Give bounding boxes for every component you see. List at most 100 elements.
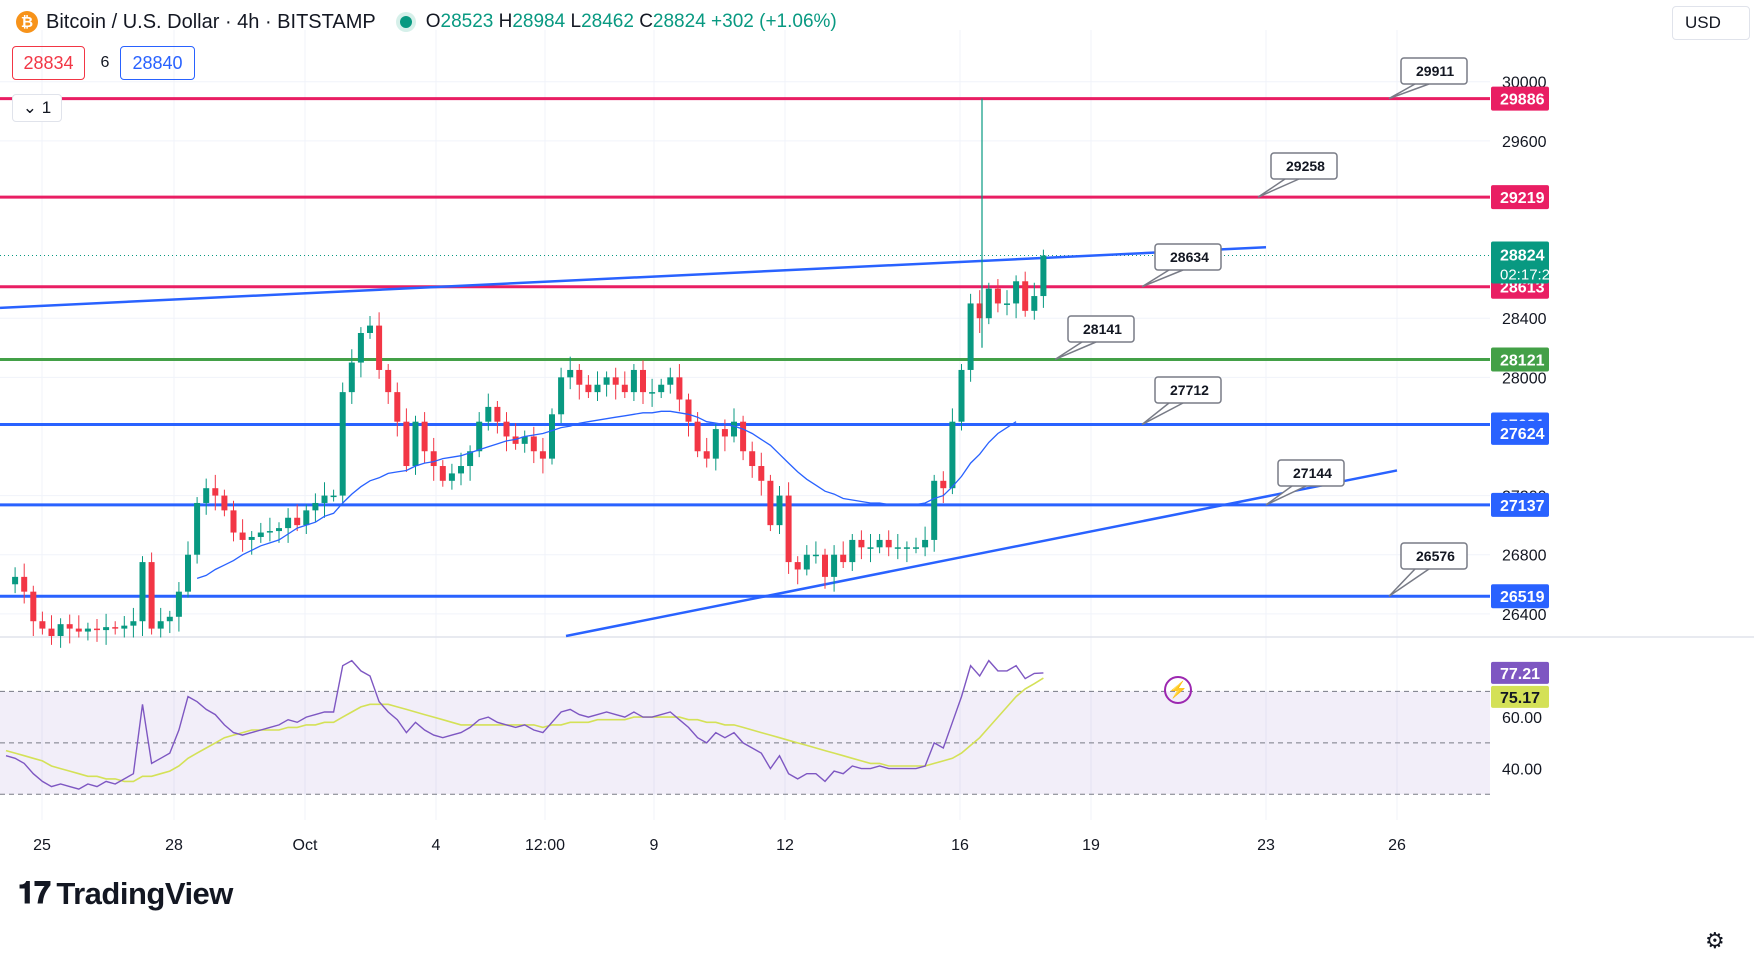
candle-body — [330, 495, 337, 498]
candle-body — [822, 554, 828, 577]
candle-body — [266, 531, 273, 533]
ohlc-values: O28523 H28984 L28462 C28824 +302 (+1.06%… — [425, 11, 837, 32]
candle-body — [448, 473, 455, 481]
lightning-icon[interactable]: ⚡ — [1164, 676, 1192, 704]
level-price-label: 26519 — [1500, 589, 1545, 606]
candle-body — [949, 421, 956, 489]
candle-body — [894, 547, 901, 549]
candle-body — [794, 562, 801, 570]
candle-body — [558, 377, 565, 415]
candle-body — [721, 429, 728, 437]
candle-body — [703, 451, 710, 459]
candle-body — [166, 616, 173, 622]
callout-pointer — [1265, 485, 1307, 506]
candle-body — [112, 627, 119, 629]
candle-body — [139, 562, 146, 622]
candle-body — [230, 510, 237, 533]
candle-body — [840, 554, 847, 563]
current-price-label: 28824 — [1500, 248, 1545, 265]
moving-average-line — [196, 410, 1017, 580]
level-price-label-bg — [1491, 347, 1549, 372]
bar-countdown-label: 02:17:25 — [1500, 267, 1558, 284]
candle-body — [967, 303, 974, 370]
currency-selector[interactable]: USD — [1672, 6, 1750, 40]
x-tick-label: 12 — [776, 837, 794, 854]
candle-body — [858, 539, 865, 548]
candle-body — [731, 421, 737, 437]
callout-pointer — [1141, 269, 1184, 288]
candle-body — [567, 369, 574, 378]
x-tick-label: 9 — [650, 837, 659, 854]
level-price-label: 28613 — [1500, 280, 1545, 297]
settings-icon[interactable]: ⚙ — [1705, 928, 1725, 953]
callout-box — [1154, 243, 1222, 271]
sell-price-button[interactable]: 28834 — [12, 46, 85, 80]
candle-body — [84, 628, 91, 632]
y-tick-label: 29600 — [1502, 134, 1547, 151]
candle-body — [39, 621, 46, 629]
level-price-label: 29219 — [1500, 190, 1545, 207]
buy-price-button[interactable]: 28840 — [120, 46, 195, 80]
callout-label: 27144 — [1293, 465, 1332, 481]
candle-body — [476, 421, 483, 452]
bitcoin-icon: ₿ — [16, 11, 38, 33]
candle-body — [585, 384, 592, 393]
candle-body — [376, 325, 383, 370]
candle-body — [521, 436, 528, 444]
candle-body — [339, 392, 346, 496]
candle-body — [75, 628, 82, 632]
callout-label: 29911 — [1416, 63, 1454, 79]
candle-body — [412, 421, 419, 467]
candle-body — [248, 536, 255, 540]
candle-body — [603, 377, 610, 385]
y-tick-label: 28400 — [1502, 311, 1547, 328]
callout-pointer — [1388, 568, 1430, 597]
rsi-ma-value-label: 75.17 — [1500, 690, 1540, 707]
candle-body — [985, 288, 992, 319]
level-price-label-bg — [1491, 584, 1549, 609]
callout-label: 28141 — [1083, 321, 1122, 337]
candle-body — [749, 451, 756, 467]
candle-body — [194, 502, 201, 555]
candle-body — [922, 539, 929, 548]
candle-body — [940, 480, 947, 489]
candle-body — [867, 547, 874, 549]
candle-body — [30, 591, 37, 622]
callout-label: 27712 — [1170, 382, 1209, 398]
candle-body — [767, 480, 774, 526]
candle-body — [394, 392, 401, 422]
candle-body — [649, 392, 656, 394]
rsi-tick-label: 40.00 — [1502, 762, 1542, 779]
level-price-label-bg — [1491, 86, 1549, 111]
candle-body — [458, 466, 464, 474]
candle-body — [876, 539, 883, 548]
candle-body — [276, 528, 282, 532]
tradingview-mark-icon: 𝟏𝟕 — [18, 877, 51, 910]
candle-body — [285, 517, 292, 529]
spread-value: 6 — [100, 54, 110, 71]
callout-box — [1270, 152, 1338, 180]
rsi-value-label: 77.21 — [1500, 666, 1540, 683]
candle-body — [175, 591, 182, 617]
candle-body — [494, 406, 501, 422]
candle-body — [357, 333, 364, 363]
callout-label: 28634 — [1170, 249, 1209, 265]
candle-body — [12, 576, 19, 585]
candle-body — [958, 369, 965, 422]
y-tick-label: 26400 — [1502, 607, 1547, 624]
candle-body — [685, 399, 692, 422]
x-tick-label: 19 — [1082, 837, 1100, 854]
candle-body — [403, 421, 410, 467]
candle-body — [321, 495, 328, 503]
candle-body — [503, 421, 510, 437]
collapse-indicators-button[interactable]: ⌄ 1 — [12, 94, 62, 122]
symbol-title[interactable]: Bitcoin / U.S. Dollar · 4h · BITSTAMP — [46, 10, 376, 33]
candle-body — [549, 414, 555, 459]
candle-body — [94, 628, 100, 631]
candle-body — [421, 421, 428, 452]
x-tick-label: 28 — [165, 837, 183, 854]
candle-body — [630, 369, 637, 393]
candle-body — [712, 429, 719, 459]
tradingview-logo[interactable]: 𝟏𝟕 TradingView — [18, 876, 233, 912]
